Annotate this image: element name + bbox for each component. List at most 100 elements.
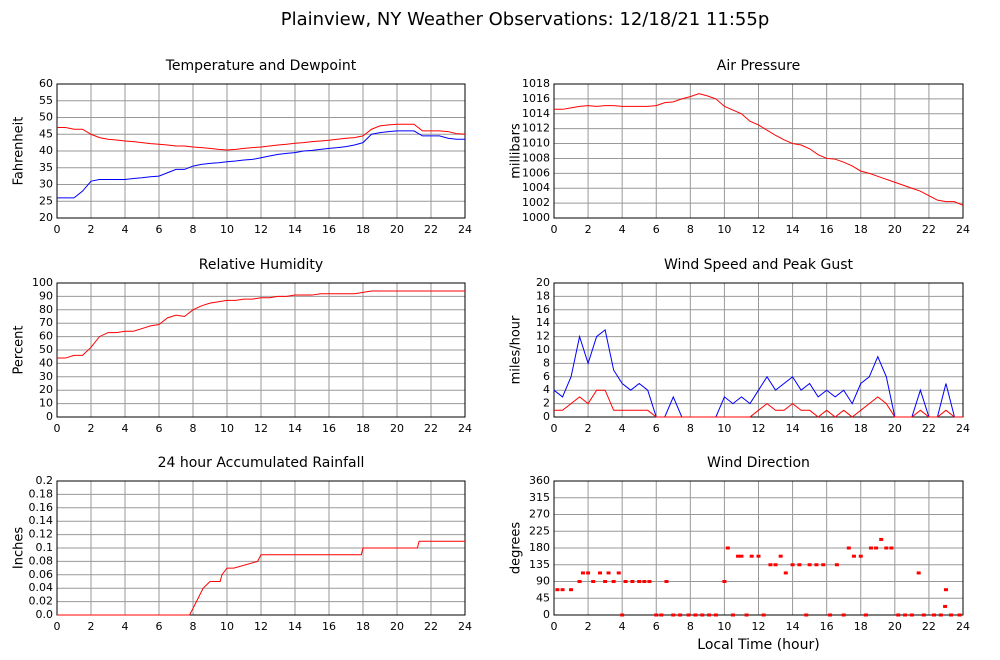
data-point xyxy=(804,613,809,617)
x-tick-label: 12 xyxy=(254,422,268,435)
y-tick-label: 8 xyxy=(543,356,550,369)
chart-title: Air Pressure xyxy=(717,58,800,74)
page-title: Plainview, NY Weather Observations: 12/1… xyxy=(281,9,770,30)
data-point xyxy=(598,571,603,575)
x-tick-label: 20 xyxy=(390,620,404,633)
data-point xyxy=(879,537,884,541)
x-tick-label: 14 xyxy=(786,620,800,633)
y-tick-label: 1002 xyxy=(522,196,550,209)
x-tick-label: 16 xyxy=(820,620,834,633)
y-tick-label: 0.2 xyxy=(36,474,54,487)
y-tick-label: 10 xyxy=(39,397,53,410)
y-tick-label: 100 xyxy=(32,276,53,289)
x-tick-label: 18 xyxy=(854,422,868,435)
x-tick-label: 12 xyxy=(752,422,766,435)
x-tick-label: 10 xyxy=(220,422,234,435)
data-point xyxy=(678,613,683,617)
y-tick-label: 45 xyxy=(536,591,550,604)
y-tick-label: 0.04 xyxy=(29,581,54,594)
x-tick-label: 6 xyxy=(653,620,660,633)
y-tick-label: 270 xyxy=(529,508,550,521)
x-tick-label: 14 xyxy=(786,223,800,236)
y-tick-label: 1000 xyxy=(522,211,550,224)
x-tick-label: 4 xyxy=(619,223,626,236)
x-tick-label: 20 xyxy=(390,422,404,435)
y-tick-label: 30 xyxy=(39,370,53,383)
x-tick-label: 6 xyxy=(156,422,163,435)
data-point xyxy=(821,563,826,567)
x-tick-label: 18 xyxy=(854,620,868,633)
y-tick-label: 1018 xyxy=(522,77,550,90)
x-tick-label: 22 xyxy=(424,223,438,236)
x-tick-label: 8 xyxy=(687,223,694,236)
data-point xyxy=(744,613,749,617)
data-point xyxy=(749,554,754,558)
y-tick-label: 60 xyxy=(39,330,53,343)
x-tick-label: 0 xyxy=(54,223,61,236)
x-tick-label: 0 xyxy=(551,223,558,236)
x-tick-label: 0 xyxy=(551,620,558,633)
x-tick-label: 4 xyxy=(122,223,129,236)
x-tick-label: 24 xyxy=(956,223,970,236)
y-tick-label: 35 xyxy=(39,161,53,174)
data-point xyxy=(807,563,812,567)
x-tick-label: 22 xyxy=(922,422,936,435)
x-tick-label: 0 xyxy=(54,422,61,435)
data-point xyxy=(768,563,773,567)
y-tick-label: 225 xyxy=(529,524,550,537)
y-tick-label: 20 xyxy=(536,276,550,289)
y-tick-label: 0.06 xyxy=(29,568,54,581)
data-point xyxy=(591,580,596,583)
data-point xyxy=(790,563,795,567)
x-tick-label: 24 xyxy=(458,223,472,236)
x-tick-label: 22 xyxy=(922,223,936,236)
plot-frame xyxy=(56,83,466,219)
x-tick-label: 12 xyxy=(254,620,268,633)
data-point xyxy=(896,613,901,617)
x-tick-label: 2 xyxy=(585,422,592,435)
data-point xyxy=(814,563,819,567)
y-axis-label: miles/hour xyxy=(509,315,524,384)
y-tick-label: 135 xyxy=(529,558,550,571)
x-tick-label: 2 xyxy=(585,620,592,633)
data-point xyxy=(569,588,574,592)
x-tick-label: 10 xyxy=(220,223,234,236)
data-line xyxy=(57,290,465,359)
y-tick-label: 2 xyxy=(543,397,550,410)
y-axis-label: millibars xyxy=(509,123,524,179)
data-point xyxy=(756,554,761,558)
x-tick-label: 16 xyxy=(820,422,834,435)
data-point xyxy=(671,613,676,617)
data-point xyxy=(730,613,735,617)
plot-frame xyxy=(553,480,964,616)
x-tick-label: 8 xyxy=(687,620,694,633)
data-point xyxy=(560,588,565,592)
chart-title: Relative Humidity xyxy=(199,257,323,273)
data-point xyxy=(664,580,669,583)
y-tick-label: 1006 xyxy=(522,166,550,179)
y-tick-label: 0 xyxy=(543,410,550,423)
x-tick-label: 2 xyxy=(585,223,592,236)
y-tick-label: 90 xyxy=(536,575,550,588)
data-line xyxy=(57,540,465,616)
x-tick-label: 16 xyxy=(322,422,336,435)
y-tick-label: 6 xyxy=(543,370,550,383)
data-point xyxy=(909,613,914,617)
data-line xyxy=(57,130,465,199)
x-tick-label: 6 xyxy=(653,223,660,236)
data-point xyxy=(580,571,585,575)
x-tick-label: 2 xyxy=(88,422,95,435)
y-axis-label: Inches xyxy=(12,527,27,569)
data-point xyxy=(773,563,778,567)
y-tick-label: 0.14 xyxy=(29,514,54,527)
data-line xyxy=(554,93,964,206)
x-tick-label: 0 xyxy=(54,620,61,633)
y-tick-label: 1014 xyxy=(522,107,550,120)
chart-title: Wind Direction xyxy=(707,455,810,471)
data-point xyxy=(647,580,652,583)
y-tick-label: 16 xyxy=(536,303,550,316)
data-point xyxy=(616,571,621,575)
data-point xyxy=(868,546,873,550)
data-point xyxy=(736,554,741,558)
chart-title: Temperature and Dewpoint xyxy=(165,58,357,74)
